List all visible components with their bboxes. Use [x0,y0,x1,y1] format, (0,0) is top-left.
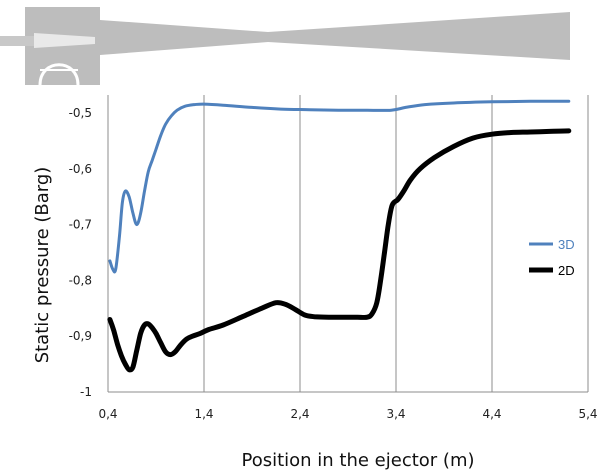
data-series [107,99,572,373]
x-tick-labels: 0,4 1,4 2,4 3,4 4,4 5,4 [98,407,597,421]
y-tick-label: -1 [80,385,92,399]
ejector-schematic [0,7,570,86]
legend-label-3d: 3D [558,237,575,252]
series-line-2d [107,128,572,373]
x-tick-label: 3,4 [386,407,405,421]
y-tick-label: -0,8 [69,273,92,287]
ejector-body [25,7,570,85]
vertical-gridlines [203,95,589,392]
x-tick-label: 1,4 [194,407,213,421]
x-tick-label: 4,4 [482,407,501,421]
x-axis-title: Position in the ejector (m) [241,450,474,471]
suction-chamber-arc [38,63,80,86]
y-tick-label: -0,6 [69,162,92,176]
series-line-3d [108,99,571,274]
legend: 3D 2D [529,237,575,278]
x-tick-label: 5,4 [578,407,597,421]
legend-label-2d: 2D [558,263,575,278]
plot-area: -0,5 -0,6 -0,7 -0,8 -0,9 -1 0,4 1,4 2,4 3,4 4,4 5,… [69,95,598,421]
primary-nozzle-inlet [0,36,34,46]
y-axis-title: Static pressure (Barg) [32,167,53,364]
primary-nozzle [34,33,95,48]
y-tick-label: -0,9 [69,329,92,343]
x-tick-label: 0,4 [98,407,117,421]
x-tick-label: 2,4 [290,407,309,421]
y-tick-labels: -0,5 -0,6 -0,7 -0,8 -0,9 -1 [69,106,92,399]
y-tick-label: -0,7 [69,218,92,232]
y-tick-label: -0,5 [69,106,92,120]
